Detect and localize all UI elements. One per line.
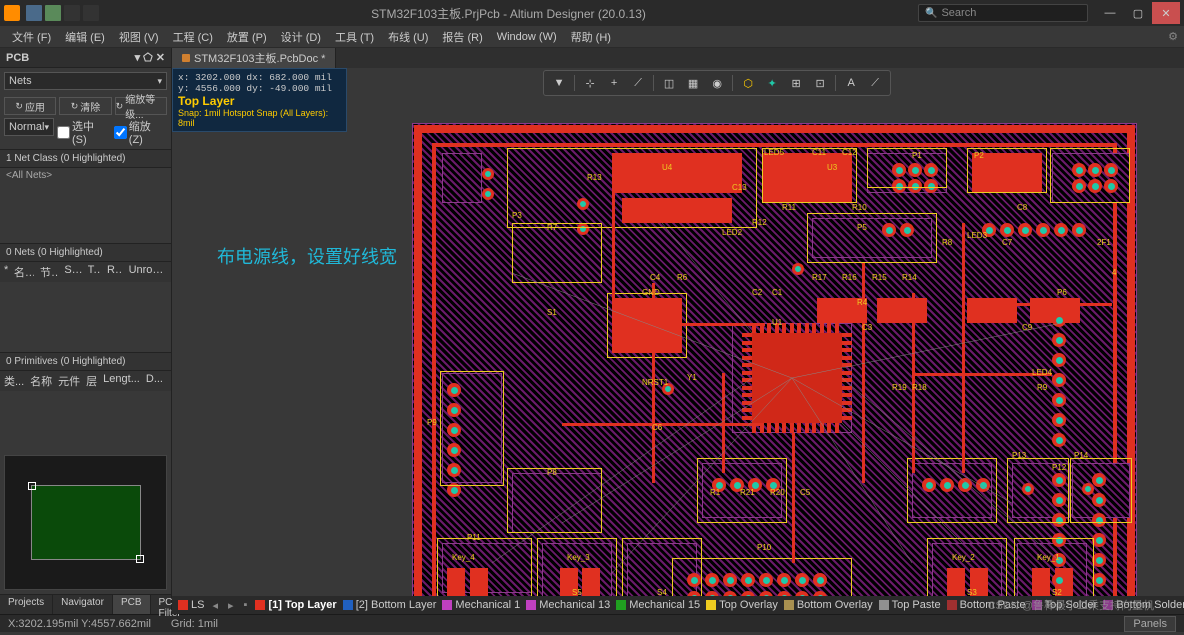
pcb-canvas[interactable]: 布电源线，设置好线宽 P3R13U4LED5C13U3R11R10R12P1P2… [172, 68, 1184, 596]
tool-button[interactable]: ⟋ [627, 72, 649, 94]
column-header[interactable]: Unrout... [129, 264, 167, 280]
pcb-panel: PCB ▾ ⬠ ✕ Nets 应用清除缩放等级... Normal 选中 (S)… [0, 48, 172, 614]
qa-icon[interactable] [64, 5, 80, 21]
layer-nav[interactable]: ◂ [210, 599, 220, 612]
layer-nav[interactable]: ▪ [242, 599, 250, 611]
layer-set[interactable]: LS [178, 599, 204, 611]
menu-item[interactable]: 报告 (R) [436, 27, 488, 47]
menu-item[interactable]: 工具 (T) [329, 27, 380, 47]
panel-tabs: ProjectsNavigatorPCBPCB Filter [0, 594, 171, 614]
panel-button[interactable]: 清除 [59, 97, 111, 115]
panel-header: PCB ▾ ⬠ ✕ [0, 48, 171, 68]
zoom-checkbox[interactable]: 缩放 (Z) [114, 118, 167, 146]
layer-tab[interactable]: [1] Top Layer [255, 599, 336, 611]
tool-button[interactable]: + [603, 72, 625, 94]
tool-button[interactable]: ▦ [682, 72, 704, 94]
menu-item[interactable]: 视图 (V) [113, 27, 165, 47]
preview-pane[interactable] [4, 455, 167, 590]
column-header[interactable]: Si... [64, 264, 81, 280]
layer-nav[interactable]: ▸ [226, 599, 236, 612]
menu-item[interactable]: 放置 (P) [221, 27, 273, 47]
column-header[interactable]: 层 [86, 373, 97, 389]
panel-tab[interactable]: Navigator [53, 595, 113, 614]
status-coord: X:3202.195mil Y:4557.662mil [8, 618, 151, 630]
watermark: CSDN @鲁棒最小二乘支持向量机 [988, 597, 1154, 613]
qa-icon[interactable] [45, 5, 61, 21]
column-header[interactable]: R... [107, 264, 123, 280]
annotation-text: 布电源线，设置好线宽 [217, 243, 397, 269]
menu-item[interactable]: 帮助 (H) [565, 27, 617, 47]
tool-button[interactable]: ◫ [658, 72, 680, 94]
document-tabs: STM32F103主板.PcbDoc * [172, 48, 1184, 68]
column-header[interactable]: T... [88, 264, 101, 280]
column-header[interactable]: 元件 [58, 373, 80, 389]
column-header[interactable]: * [4, 264, 8, 280]
nets-header: 0 Nets (0 Highlighted) [0, 243, 171, 262]
tool-button[interactable]: ✦ [761, 72, 783, 94]
layer-tab[interactable]: Top Overlay [706, 599, 778, 611]
maximize-button[interactable]: ▢ [1124, 2, 1152, 24]
column-header[interactable]: 节... [40, 264, 58, 280]
tool-button[interactable]: A [840, 72, 862, 94]
status-grid: Grid: 1mil [171, 618, 218, 630]
tool-button[interactable]: ⬡ [737, 72, 759, 94]
pcb-board: P3R13U4LED5C13U3R11R10R12P1P2C8P6C7R8P5R… [412, 123, 1137, 596]
active-bar: ▼⊹+⟋◫▦◉⬡✦⊞⊡A⟋ [543, 70, 891, 96]
coordinates-overlay: x: 3202.000 dx: 682.000 mil y: 4556.000 … [172, 68, 347, 132]
minimize-button[interactable]: — [1096, 2, 1124, 24]
doc-tab[interactable]: STM32F103主板.PcbDoc * [172, 48, 336, 68]
tool-button[interactable]: ⟋ [864, 72, 886, 94]
settings-icon[interactable]: ⚙ [1168, 30, 1178, 43]
menu-item[interactable]: 布线 (U) [382, 27, 434, 47]
quick-access [26, 5, 99, 21]
panels-button[interactable]: Panels [1124, 616, 1176, 632]
menu-bar: 文件 (F)编辑 (E)视图 (V)工程 (C)放置 (P)设计 (D)工具 (… [0, 26, 1184, 48]
layer-tab[interactable]: Mechanical 13 [526, 599, 610, 611]
tool-button[interactable]: ◉ [706, 72, 728, 94]
close-button[interactable]: ✕ [1152, 2, 1180, 24]
main-area: STM32F103主板.PcbDoc * x: 3202.000 dx: 682… [172, 48, 1184, 614]
panel-button[interactable]: 应用 [4, 97, 56, 115]
layer-tab[interactable]: Bottom Overlay [784, 599, 873, 611]
menu-item[interactable]: 设计 (D) [275, 27, 327, 47]
primitives-header: 0 Primitives (0 Highlighted) [0, 352, 171, 371]
tool-button[interactable]: ⊡ [809, 72, 831, 94]
status-bar: X:3202.195mil Y:4557.662mil Grid: 1mil P… [0, 614, 1184, 632]
layer-tab[interactable]: [2] Bottom Layer [343, 599, 437, 611]
menu-item[interactable]: 编辑 (E) [59, 27, 111, 47]
qa-icon[interactable] [26, 5, 42, 21]
panel-tab[interactable]: PCB [113, 595, 151, 614]
tool-button[interactable]: ▼ [548, 72, 570, 94]
menu-item[interactable]: Window (W) [491, 29, 563, 45]
netclass-header: 1 Net Class (0 Highlighted) [0, 149, 171, 168]
column-header[interactable]: D... [146, 373, 163, 389]
title-bar: STM32F103主板.PrjPcb - Altium Designer (20… [0, 0, 1184, 26]
panel-button[interactable]: 缩放等级... [115, 97, 167, 115]
column-header[interactable]: 名称 [14, 264, 34, 280]
select-checkbox[interactable]: 选中 (S) [57, 118, 111, 146]
panel-title: PCB [6, 52, 29, 64]
pin-icon[interactable]: ▾ ⬠ ✕ [135, 51, 165, 64]
layer-tab[interactable]: Mechanical 15 [616, 599, 700, 611]
column-header[interactable]: 类... [4, 373, 24, 389]
tool-button[interactable]: ⊞ [785, 72, 807, 94]
menu-item[interactable]: 文件 (F) [6, 27, 57, 47]
window-title: STM32F103主板.PrjPcb - Altium Designer (20… [99, 5, 918, 22]
all-nets-row[interactable]: <All Nets> [0, 168, 171, 183]
column-header[interactable]: Lengt... [103, 373, 140, 389]
panel-tab[interactable]: Projects [0, 595, 53, 614]
search-input[interactable]: Search [918, 4, 1088, 22]
qa-icon[interactable] [83, 5, 99, 21]
menu-item[interactable]: 工程 (C) [167, 27, 219, 47]
app-logo [4, 5, 20, 21]
nets-dropdown[interactable]: Nets [4, 72, 167, 90]
layer-tab[interactable]: Top Paste [879, 599, 941, 611]
layer-tab[interactable]: Mechanical 1 [442, 599, 520, 611]
normal-dropdown[interactable]: Normal [4, 118, 54, 136]
column-header[interactable]: 名称 [30, 373, 52, 389]
tool-button[interactable]: ⊹ [579, 72, 601, 94]
